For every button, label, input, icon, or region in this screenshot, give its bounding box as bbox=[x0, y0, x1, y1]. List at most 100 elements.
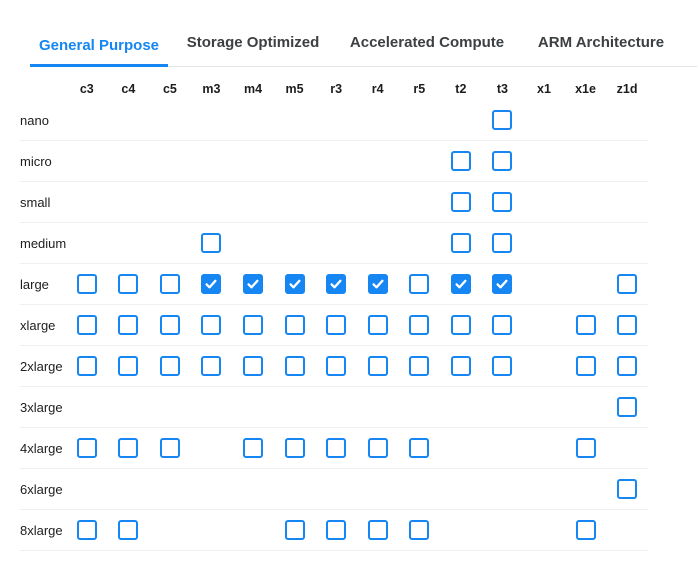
checkbox-medium-t3[interactable] bbox=[492, 233, 513, 253]
tab-general-purpose[interactable]: General Purpose bbox=[30, 28, 168, 67]
checkbox-4xlarge-x1e[interactable] bbox=[575, 438, 596, 458]
matrix-cell bbox=[66, 274, 108, 294]
matrix-cell bbox=[482, 192, 524, 212]
checkbox-2xlarge-x1e[interactable] bbox=[575, 356, 596, 376]
checkbox-large-t3[interactable] bbox=[492, 274, 513, 294]
check-icon bbox=[496, 279, 508, 289]
column-header-r5: r5 bbox=[413, 82, 426, 96]
checkbox-2xlarge-c4[interactable] bbox=[118, 356, 139, 376]
matrix-row-2xlarge: 2xlarge bbox=[20, 346, 648, 387]
checkbox-xlarge-c3[interactable] bbox=[76, 315, 97, 335]
matrix-row-large: large bbox=[20, 264, 648, 305]
matrix-cell bbox=[315, 274, 357, 294]
checkbox-large-m3[interactable] bbox=[201, 274, 222, 294]
matrix-row-small: small bbox=[20, 182, 648, 223]
matrix-cell bbox=[482, 315, 524, 335]
checkbox-large-m4[interactable] bbox=[243, 274, 264, 294]
row-label: large bbox=[20, 276, 49, 292]
checkbox-xlarge-t3[interactable] bbox=[492, 315, 513, 335]
column-header-row: c3 c4 c5 m3 m4 m5 r3 r4 r5 t2 t3 x1 x1e z1d bbox=[20, 67, 648, 100]
column-header-t2: t2 bbox=[455, 82, 467, 96]
checkbox-4xlarge-m5[interactable] bbox=[284, 438, 305, 458]
checkbox-8xlarge-r4[interactable] bbox=[367, 520, 388, 540]
checkbox-large-c4[interactable] bbox=[118, 274, 139, 294]
matrix-cell bbox=[191, 274, 233, 294]
checkbox-2xlarge-t3[interactable] bbox=[492, 356, 513, 376]
checkbox-xlarge-c5[interactable] bbox=[159, 315, 180, 335]
checkbox-xlarge-x1e[interactable] bbox=[575, 315, 596, 335]
checkbox-large-r3[interactable] bbox=[326, 274, 347, 294]
checkbox-xlarge-m4[interactable] bbox=[243, 315, 264, 335]
checkbox-8xlarge-r3[interactable] bbox=[326, 520, 347, 540]
column-header-z1d: z1d bbox=[616, 82, 638, 96]
checkbox-2xlarge-c5[interactable] bbox=[159, 356, 180, 376]
matrix-cell bbox=[440, 233, 482, 253]
checkbox-3xlarge-z1d[interactable] bbox=[617, 397, 638, 417]
checkbox-large-c3[interactable] bbox=[76, 274, 97, 294]
checkbox-medium-m3[interactable] bbox=[201, 233, 222, 253]
checkbox-2xlarge-m3[interactable] bbox=[201, 356, 222, 376]
row-label: 4xlarge bbox=[20, 440, 63, 456]
checkbox-xlarge-m5[interactable] bbox=[284, 315, 305, 335]
matrix-cell bbox=[66, 520, 108, 540]
matrix-cell bbox=[399, 315, 441, 335]
checkbox-large-r5[interactable] bbox=[409, 274, 430, 294]
matrix-cell bbox=[357, 315, 399, 335]
checkbox-4xlarge-c4[interactable] bbox=[118, 438, 139, 458]
checkbox-xlarge-r5[interactable] bbox=[409, 315, 430, 335]
checkbox-2xlarge-r4[interactable] bbox=[367, 356, 388, 376]
tab-storage-optimized[interactable]: Storage Optimized bbox=[168, 25, 338, 67]
checkbox-small-t2[interactable] bbox=[450, 192, 471, 212]
check-icon bbox=[372, 279, 384, 289]
checkbox-8xlarge-c3[interactable] bbox=[76, 520, 97, 540]
checkbox-2xlarge-z1d[interactable] bbox=[617, 356, 638, 376]
checkbox-4xlarge-c3[interactable] bbox=[76, 438, 97, 458]
checkbox-8xlarge-x1e[interactable] bbox=[575, 520, 596, 540]
tab-accelerated-compute[interactable]: Accelerated Compute bbox=[338, 25, 516, 67]
checkbox-large-z1d[interactable] bbox=[617, 274, 638, 294]
checkbox-xlarge-t2[interactable] bbox=[450, 315, 471, 335]
checkbox-nano-t3[interactable] bbox=[492, 110, 513, 130]
checkbox-small-t3[interactable] bbox=[492, 192, 513, 212]
checkbox-large-m5[interactable] bbox=[284, 274, 305, 294]
matrix-cell bbox=[440, 274, 482, 294]
matrix-cell bbox=[149, 315, 191, 335]
checkbox-micro-t2[interactable] bbox=[450, 151, 471, 171]
checkbox-large-t2[interactable] bbox=[450, 274, 471, 294]
checkbox-4xlarge-m4[interactable] bbox=[243, 438, 264, 458]
matrix-cell bbox=[399, 438, 441, 458]
column-header-r3: r3 bbox=[330, 82, 343, 96]
checkbox-2xlarge-m5[interactable] bbox=[284, 356, 305, 376]
checkbox-xlarge-r4[interactable] bbox=[367, 315, 388, 335]
checkbox-2xlarge-r3[interactable] bbox=[326, 356, 347, 376]
checkbox-micro-t3[interactable] bbox=[492, 151, 513, 171]
checkbox-6xlarge-z1d[interactable] bbox=[617, 479, 638, 499]
checkbox-2xlarge-t2[interactable] bbox=[450, 356, 471, 376]
checkbox-xlarge-z1d[interactable] bbox=[617, 315, 638, 335]
matrix-row-nano: nano bbox=[20, 100, 648, 141]
checkbox-4xlarge-r3[interactable] bbox=[326, 438, 347, 458]
checkbox-4xlarge-r5[interactable] bbox=[409, 438, 430, 458]
checkbox-medium-t2[interactable] bbox=[450, 233, 471, 253]
checkbox-8xlarge-m5[interactable] bbox=[284, 520, 305, 540]
checkbox-8xlarge-r5[interactable] bbox=[409, 520, 430, 540]
checkbox-2xlarge-r5[interactable] bbox=[409, 356, 430, 376]
checkbox-xlarge-m3[interactable] bbox=[201, 315, 222, 335]
check-icon bbox=[289, 279, 301, 289]
tab-arm-architecture[interactable]: ARM Architecture bbox=[516, 25, 686, 67]
check-icon bbox=[455, 279, 467, 289]
checkbox-large-r4[interactable] bbox=[367, 274, 388, 294]
tab-label: Storage Optimized bbox=[186, 34, 320, 51]
checkbox-large-c5[interactable] bbox=[159, 274, 180, 294]
checkbox-8xlarge-c4[interactable] bbox=[118, 520, 139, 540]
checkbox-xlarge-c4[interactable] bbox=[118, 315, 139, 335]
checkbox-4xlarge-c5[interactable] bbox=[159, 438, 180, 458]
checkbox-4xlarge-r4[interactable] bbox=[367, 438, 388, 458]
matrix-cell bbox=[606, 356, 648, 376]
matrix-row-xlarge: xlarge bbox=[20, 305, 648, 346]
checkbox-2xlarge-m4[interactable] bbox=[243, 356, 264, 376]
checkbox-2xlarge-c3[interactable] bbox=[76, 356, 97, 376]
matrix-cell bbox=[440, 315, 482, 335]
tab-bar: General Purpose Storage Optimized Accelera… bbox=[30, 25, 697, 67]
checkbox-xlarge-r3[interactable] bbox=[326, 315, 347, 335]
